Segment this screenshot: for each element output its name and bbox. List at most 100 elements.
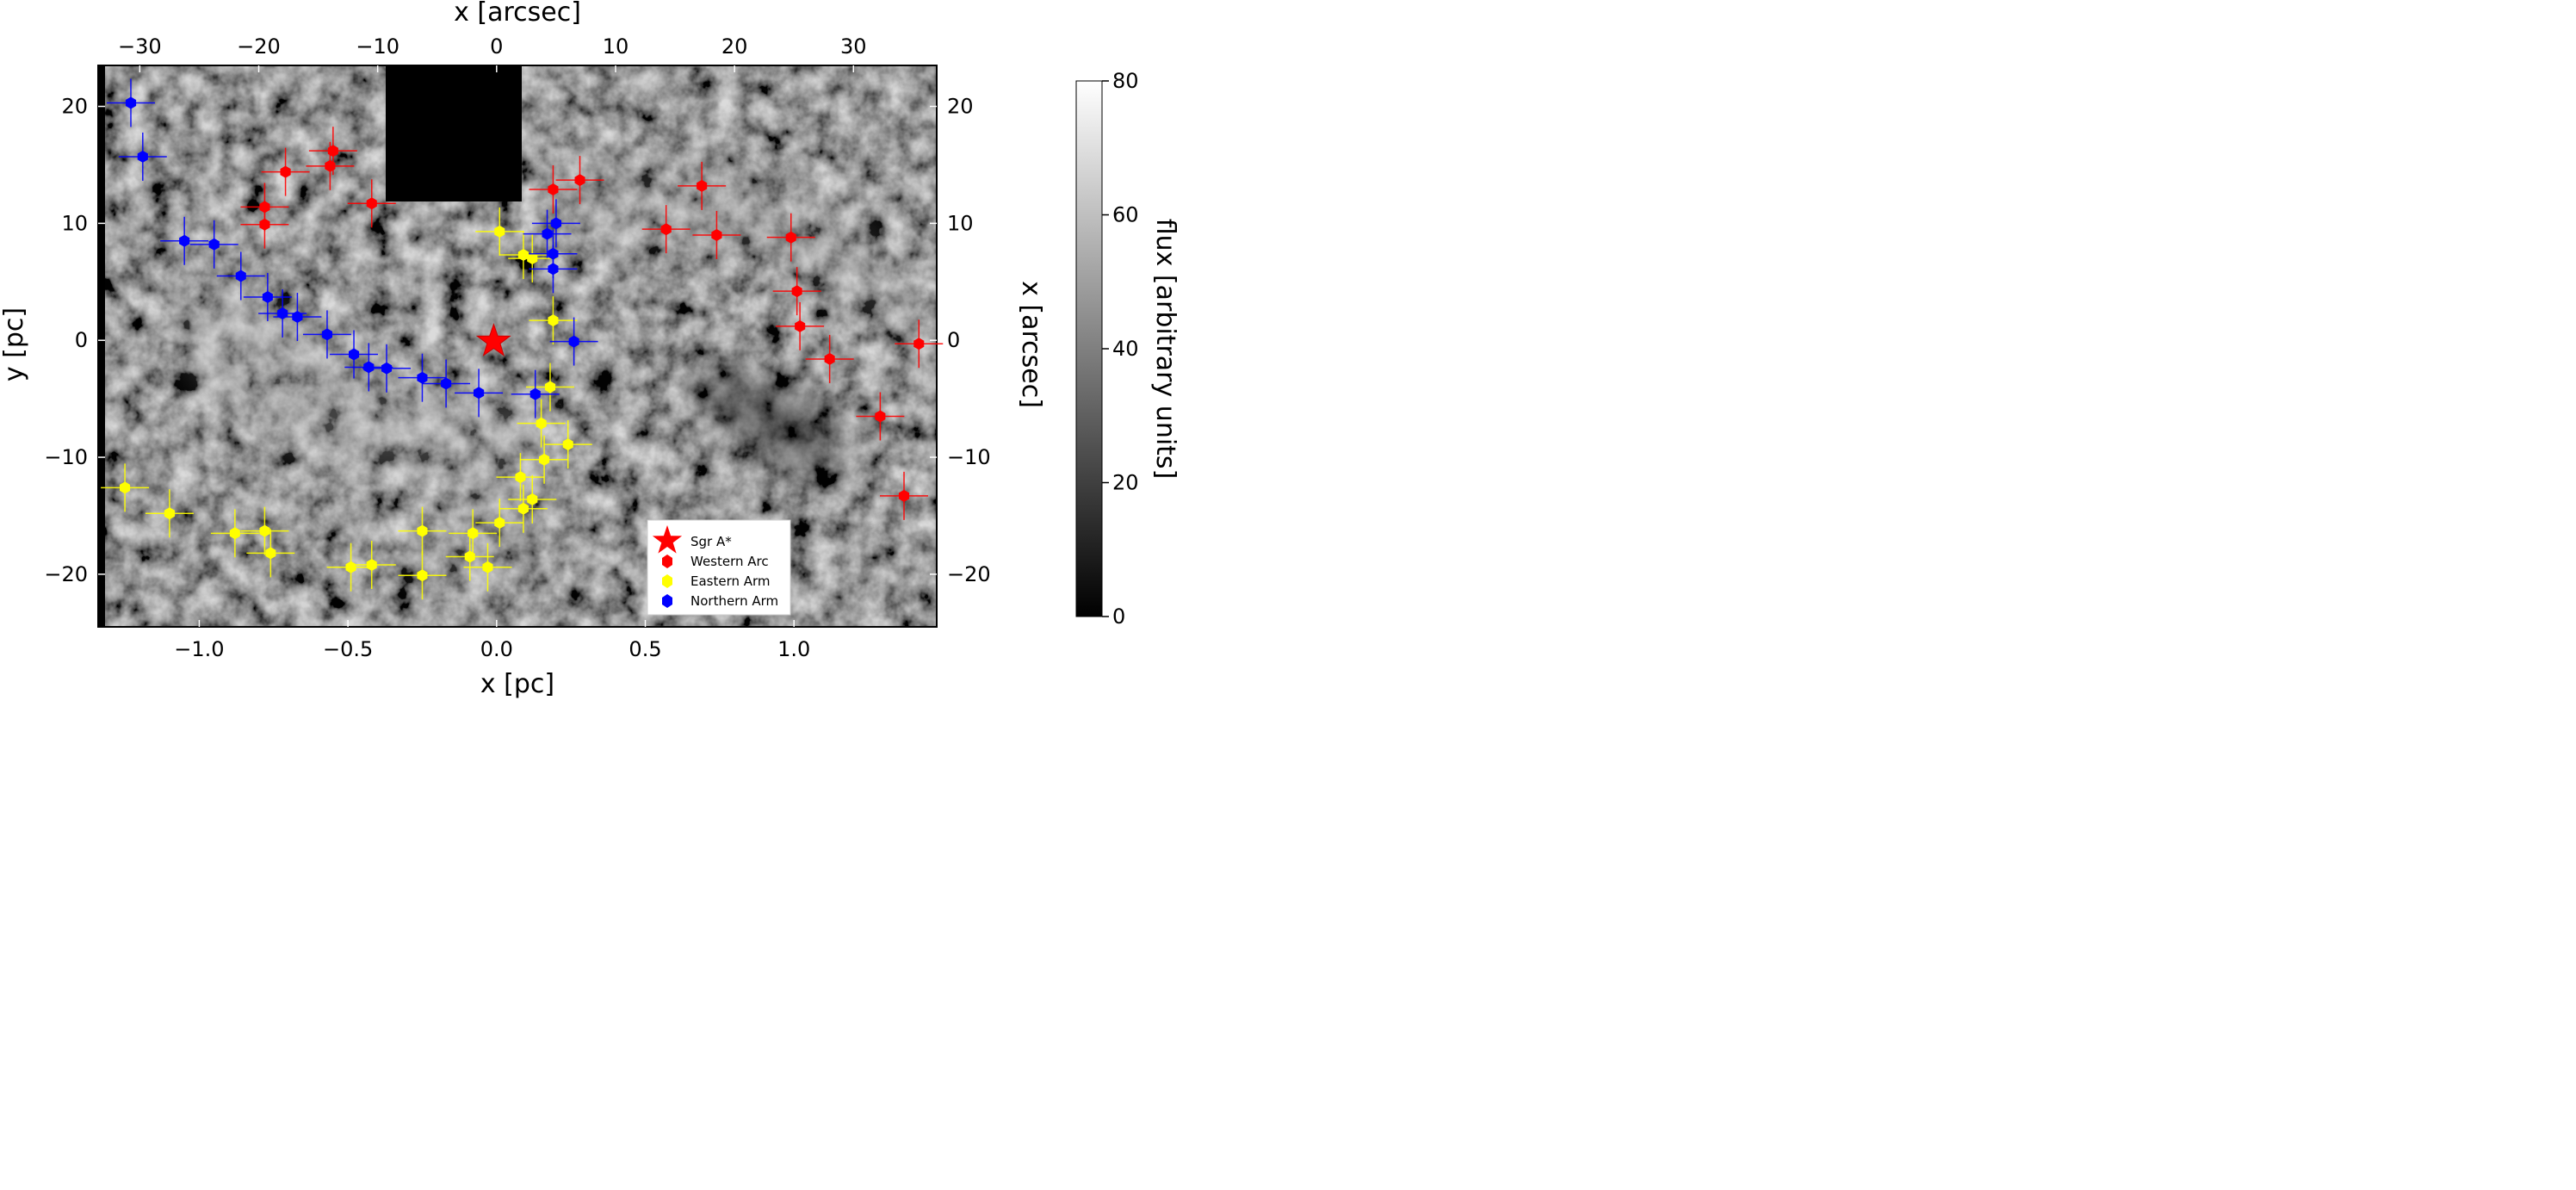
y-right-tick-label: −20 xyxy=(947,562,991,586)
masked-region xyxy=(386,65,522,201)
data-point xyxy=(660,223,672,236)
data-point xyxy=(474,387,485,400)
data-point xyxy=(875,410,886,423)
x-tick-label: 1.0 xyxy=(777,637,810,661)
data-point xyxy=(515,471,526,484)
data-point xyxy=(562,438,573,451)
y-tick-label: 10 xyxy=(61,211,88,235)
colorbar-tick-label: 20 xyxy=(1112,471,1139,495)
data-point xyxy=(494,225,505,238)
data-point xyxy=(208,238,220,251)
x-top-tick-label: 10 xyxy=(603,34,629,59)
data-point xyxy=(292,311,303,323)
colorbar-tick-label: 80 xyxy=(1112,69,1139,93)
legend-northern-arm-icon xyxy=(662,594,672,608)
data-point xyxy=(259,524,270,537)
y-tick-label: −20 xyxy=(44,562,88,586)
data-point xyxy=(795,319,806,332)
y-right-tick-label: 0 xyxy=(947,328,960,352)
x-axis-bottom-label: x [pc] xyxy=(480,669,554,699)
x-axis-bottom: −1.0 −0.5 0.0 0.5 1.0 xyxy=(174,620,810,661)
y-axis-left: 20 10 0 −10 −20 xyxy=(44,95,105,586)
x-top-tick-label: −10 xyxy=(356,34,399,59)
legend-eastern-arm-icon xyxy=(662,574,672,588)
y-axis-left-label: y [pc] xyxy=(0,307,29,381)
legend-western-arc-icon xyxy=(662,555,672,568)
series-layer xyxy=(101,78,944,600)
data-point xyxy=(235,270,246,282)
series-western-arc xyxy=(240,127,944,520)
colorbar: 0 20 40 60 80 flux [arbitrary units] xyxy=(1075,69,1180,629)
data-point xyxy=(321,328,332,341)
data-point xyxy=(574,174,585,187)
data-point xyxy=(494,517,505,530)
data-point xyxy=(179,234,190,247)
data-point xyxy=(791,285,802,298)
y-axis-right-label: x [arcsec] xyxy=(1016,281,1046,408)
data-point xyxy=(327,145,338,158)
data-point xyxy=(529,387,541,400)
data-point xyxy=(381,362,393,375)
x-tick-label: −1.0 xyxy=(174,637,224,661)
data-point xyxy=(711,229,722,241)
data-point xyxy=(366,559,377,571)
data-point xyxy=(482,561,493,573)
data-point xyxy=(164,507,175,520)
data-point xyxy=(441,377,452,390)
data-point xyxy=(259,218,270,231)
data-point xyxy=(349,348,360,361)
y-tick-label: 0 xyxy=(75,328,88,352)
data-point xyxy=(229,527,240,540)
legend-sgr-a-label: Sgr A* xyxy=(690,534,732,549)
data-point xyxy=(785,231,796,244)
data-point xyxy=(550,217,561,230)
legend: Sgr A* Western Arc Eastern Arm Northern … xyxy=(647,519,791,616)
sgr-a-star-marker xyxy=(475,323,511,356)
data-point xyxy=(262,291,273,303)
data-point xyxy=(366,197,377,210)
y-axis-right: 20 10 0 −10 −20 xyxy=(930,95,991,586)
y-right-tick-label: −10 xyxy=(947,445,991,469)
data-point xyxy=(697,179,708,192)
x-top-tick-label: −30 xyxy=(118,34,162,59)
data-point xyxy=(527,252,538,265)
x-top-tick-label: 30 xyxy=(840,34,867,59)
colorbar-label: flux [arbitrary units] xyxy=(1150,219,1180,480)
plot-frame xyxy=(97,65,938,628)
data-point xyxy=(568,335,579,348)
data-point xyxy=(542,227,553,240)
colorbar-ticks: 0 20 40 60 80 xyxy=(1102,69,1139,629)
x-tick-label: −0.5 xyxy=(323,637,373,661)
data-point xyxy=(120,481,131,494)
y-right-tick-label: 20 xyxy=(947,95,974,119)
series-northern-arm xyxy=(106,78,598,418)
x-axis-top: −30 −20 −10 0 10 20 30 xyxy=(118,34,867,72)
colorbar-tick-label: 60 xyxy=(1112,203,1139,227)
data-point xyxy=(548,247,559,260)
legend-star-icon xyxy=(652,525,683,554)
legend-western-arc-label: Western Arc xyxy=(690,554,769,569)
data-point xyxy=(517,502,529,515)
legend-eastern-arm-label: Eastern Arm xyxy=(690,573,771,589)
data-point xyxy=(464,550,475,563)
data-point xyxy=(345,561,356,573)
x-axis-top-label: x [arcsec] xyxy=(454,0,581,28)
data-point xyxy=(417,371,428,384)
colorbar-tick-label: 0 xyxy=(1112,604,1125,629)
data-point xyxy=(417,524,428,537)
data-point xyxy=(265,547,276,560)
data-point xyxy=(548,183,559,195)
data-point xyxy=(548,314,559,327)
data-point xyxy=(527,493,538,505)
data-point xyxy=(539,453,550,466)
data-point xyxy=(898,489,910,502)
data-point xyxy=(280,165,291,178)
y-tick-label: 20 xyxy=(61,95,88,119)
x-top-tick-label: −20 xyxy=(237,34,281,59)
x-top-tick-label: 0 xyxy=(490,34,503,59)
data-point xyxy=(536,417,547,430)
x-tick-label: 0.0 xyxy=(480,637,513,661)
data-point xyxy=(125,96,137,109)
legend-northern-arm-label: Northern Arm xyxy=(690,593,778,609)
